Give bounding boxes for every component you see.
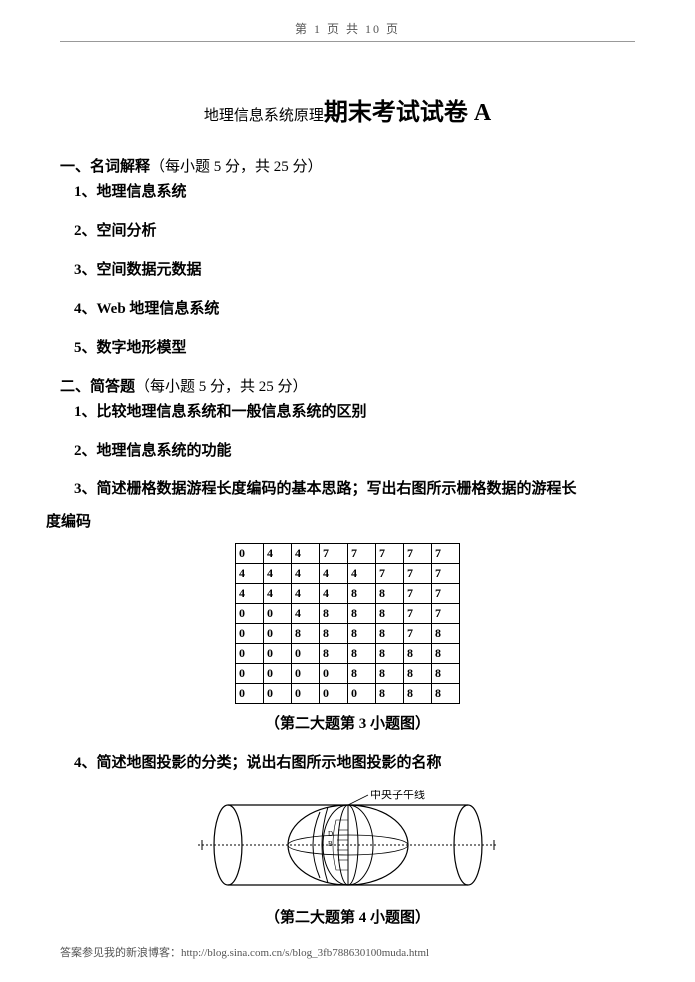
- raster-grid: 0447777744444777444488770048887700888878…: [235, 543, 460, 704]
- raster-cell: 4: [264, 564, 292, 584]
- raster-cell: 7: [404, 604, 432, 624]
- footer-note: 答案参见我的新浪博客：http://blog.sina.com.cn/s/blo…: [60, 944, 429, 960]
- raster-cell: 4: [292, 584, 320, 604]
- raster-cell: 0: [264, 684, 292, 704]
- raster-cell: 4: [292, 604, 320, 624]
- raster-cell: 0: [264, 604, 292, 624]
- s1-q3: 3、空间数据元数据: [74, 258, 635, 279]
- title-main: 期末考试试卷 A: [324, 100, 491, 126]
- title-prefix: 地理信息系统原理: [204, 108, 324, 124]
- page-header: 第 1 页 共 10 页: [60, 20, 635, 42]
- raster-cell: 7: [348, 544, 376, 564]
- raster-cell: 0: [264, 664, 292, 684]
- raster-cell: 4: [292, 564, 320, 584]
- page-number: 第 1 页 共 10 页: [295, 22, 400, 36]
- raster-grid-wrap: 0447777744444777444488770048887700888878…: [60, 543, 635, 704]
- s2-q4: 4、简述地图投影的分类；说出右图所示地图投影的名称: [74, 751, 635, 772]
- fig4-caption: （第二大题第 4 小题图）: [60, 906, 635, 927]
- raster-cell: 8: [376, 644, 404, 664]
- s2-q2: 2、地理信息系统的功能: [74, 439, 635, 460]
- raster-cell: 7: [376, 544, 404, 564]
- raster-cell: 4: [292, 544, 320, 564]
- raster-cell: 8: [348, 624, 376, 644]
- raster-cell: 4: [236, 564, 264, 584]
- raster-cell: 8: [292, 624, 320, 644]
- raster-cell: 7: [432, 564, 460, 584]
- document-title: 地理信息系统原理期末考试试卷 A: [60, 92, 635, 127]
- s1-q1: 1、地理信息系统: [74, 180, 635, 201]
- raster-cell: 7: [404, 564, 432, 584]
- raster-cell: 8: [348, 604, 376, 624]
- raster-cell: 4: [264, 544, 292, 564]
- raster-cell: 8: [376, 664, 404, 684]
- raster-cell: 8: [432, 664, 460, 684]
- raster-cell: 8: [320, 624, 348, 644]
- section1-heading: 一、名词解释（每小题 5 分，共 25 分）: [60, 155, 635, 176]
- raster-cell: 0: [264, 644, 292, 664]
- projection-figure: 中央子午线 D B: [60, 790, 635, 900]
- raster-cell: 8: [432, 624, 460, 644]
- section2-label: 二、简答题: [60, 379, 135, 395]
- raster-cell: 8: [432, 644, 460, 664]
- raster-cell: 0: [348, 684, 376, 704]
- raster-cell: 8: [376, 624, 404, 644]
- s1-q4: 4、Web 地理信息系统: [74, 297, 635, 318]
- section1-label: 一、名词解释: [60, 159, 150, 175]
- svg-text:B: B: [328, 840, 333, 848]
- svg-text:D: D: [328, 830, 333, 838]
- raster-cell: 0: [320, 684, 348, 704]
- s1-q5: 5、数字地形模型: [74, 336, 635, 357]
- raster-cell: 7: [432, 544, 460, 564]
- raster-cell: 0: [292, 684, 320, 704]
- raster-cell: 0: [236, 624, 264, 644]
- raster-cell: 8: [320, 644, 348, 664]
- raster-cell: 7: [432, 604, 460, 624]
- raster-cell: 7: [404, 624, 432, 644]
- raster-cell: 8: [432, 684, 460, 704]
- raster-cell: 7: [320, 544, 348, 564]
- raster-cell: 0: [236, 544, 264, 564]
- raster-cell: 8: [376, 584, 404, 604]
- central-meridian-label: 中央子午线: [370, 790, 425, 801]
- projection-svg: 中央子午线 D B: [198, 790, 498, 900]
- s1-q2: 2、空间分析: [74, 219, 635, 240]
- raster-cell: 7: [432, 584, 460, 604]
- raster-cell: 7: [404, 584, 432, 604]
- raster-cell: 7: [376, 564, 404, 584]
- raster-cell: 8: [348, 644, 376, 664]
- raster-cell: 8: [348, 584, 376, 604]
- raster-cell: 8: [376, 684, 404, 704]
- raster-cell: 0: [236, 664, 264, 684]
- raster-cell: 7: [404, 544, 432, 564]
- raster-cell: 0: [292, 644, 320, 664]
- raster-cell: 4: [236, 584, 264, 604]
- section2-heading: 二、简答题（每小题 5 分，共 25 分）: [60, 375, 635, 396]
- raster-cell: 4: [320, 584, 348, 604]
- raster-cell: 8: [404, 684, 432, 704]
- section2-scoring: （每小题 5 分，共 25 分）: [135, 379, 308, 395]
- raster-cell: 0: [236, 644, 264, 664]
- raster-cell: 8: [348, 664, 376, 684]
- s2-q3-line1: 3、简述栅格数据游程长度编码的基本思路；写出右图所示栅格数据的游程长: [74, 478, 635, 501]
- raster-cell: 0: [236, 684, 264, 704]
- raster-cell: 8: [404, 664, 432, 684]
- raster-cell: 8: [404, 644, 432, 664]
- s2-q1: 1、比较地理信息系统和一般信息系统的区别: [74, 400, 635, 421]
- raster-cell: 0: [320, 664, 348, 684]
- raster-cell: 8: [320, 604, 348, 624]
- fig3-caption: （第二大题第 3 小题图）: [60, 712, 635, 733]
- raster-cell: 4: [264, 584, 292, 604]
- footer-text: 答案参见我的新浪博客：http://blog.sina.com.cn/s/blo…: [60, 947, 429, 959]
- raster-cell: 0: [292, 664, 320, 684]
- raster-cell: 0: [264, 624, 292, 644]
- raster-cell: 4: [320, 564, 348, 584]
- raster-cell: 0: [236, 604, 264, 624]
- raster-cell: 4: [348, 564, 376, 584]
- raster-cell: 8: [376, 604, 404, 624]
- s2-q3-line2: 度编码: [46, 511, 635, 534]
- section1-scoring: （每小题 5 分，共 25 分）: [150, 159, 323, 175]
